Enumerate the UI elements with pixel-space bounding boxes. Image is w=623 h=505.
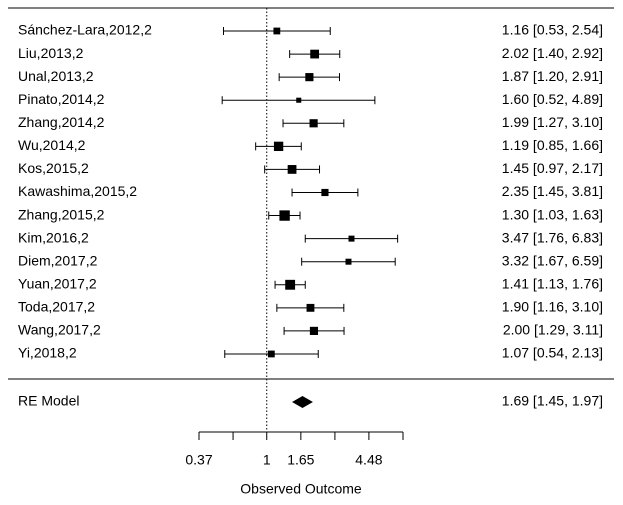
study-name: Zhang,2015,2 [18, 206, 105, 222]
study-estimate: 1.87 [1.20, 2.91] [502, 68, 603, 84]
point-estimate [279, 210, 290, 221]
point-estimate [285, 279, 296, 290]
study-estimate: 3.32 [1.67, 6.59] [502, 252, 603, 268]
point-estimate [273, 141, 284, 152]
study-name: Yi,2018,2 [18, 345, 77, 361]
study-name: Kos,2015,2 [18, 160, 89, 176]
study-estimate: 1.30 [1.03, 1.63] [502, 206, 603, 222]
study-estimate: 2.35 [1.45, 3.81] [502, 183, 603, 199]
study-name: Sánchez-Lara,2012,2 [18, 22, 152, 38]
study-estimate: 1.16 [0.53, 2.54] [502, 22, 603, 38]
study-estimate: 1.07 [0.54, 2.13] [502, 345, 603, 361]
summary-name: RE Model [18, 393, 79, 409]
study-name: Toda,2017,2 [18, 299, 95, 315]
point-estimate [306, 303, 315, 312]
point-estimate [296, 97, 302, 103]
study-estimate: 2.00 [1.29, 3.11] [503, 322, 603, 338]
x-tick-label: 4.48 [355, 452, 382, 468]
summary-estimate: 1.69 [1.45, 1.97] [502, 393, 603, 409]
study-estimate: 3.47 [1.76, 6.83] [502, 229, 603, 245]
x-tick-label: 1 [263, 452, 271, 468]
study-name: Zhang,2014,2 [18, 114, 105, 130]
point-estimate [345, 258, 352, 265]
study-name: Unal,2013,2 [18, 68, 94, 84]
study-estimate: 1.60 [0.52, 4.89] [502, 91, 603, 107]
study-name: Yuan,2017,2 [18, 275, 97, 291]
point-estimate [321, 188, 329, 197]
point-estimate [273, 27, 281, 35]
study-name: Kawashima,2015,2 [18, 183, 137, 199]
study-name: Wang,2017,2 [18, 322, 101, 338]
study-name: Liu,2013,2 [18, 45, 84, 61]
study-estimate: 1.99 [1.27, 3.10] [502, 114, 603, 130]
study-estimate: 1.45 [0.97, 2.17] [502, 160, 603, 176]
x-tick-label: 0.37 [185, 452, 212, 468]
point-estimate [310, 49, 320, 59]
study-estimate: 1.19 [0.85, 1.66] [502, 137, 603, 153]
study-name: Diem,2017,2 [18, 252, 98, 268]
study-estimate: 1.41 [1.13, 1.76] [502, 275, 603, 291]
study-name: Wu,2014,2 [18, 137, 86, 153]
point-estimate [267, 350, 275, 358]
study-name: Pinato,2014,2 [18, 91, 105, 107]
x-axis-label: Observed Outcome [240, 481, 362, 497]
point-estimate [287, 165, 297, 174]
x-tick-label: 1.65 [287, 452, 314, 468]
study-estimate: 2.02 [1.40, 2.92] [502, 45, 603, 61]
point-estimate [348, 235, 355, 242]
study-name: Kim,2016,2 [18, 229, 89, 245]
summary-diamond [292, 396, 313, 408]
point-estimate [305, 73, 314, 82]
point-estimate [309, 119, 318, 128]
study-estimate: 1.90 [1.16, 3.10] [502, 299, 603, 315]
point-estimate [309, 326, 319, 335]
